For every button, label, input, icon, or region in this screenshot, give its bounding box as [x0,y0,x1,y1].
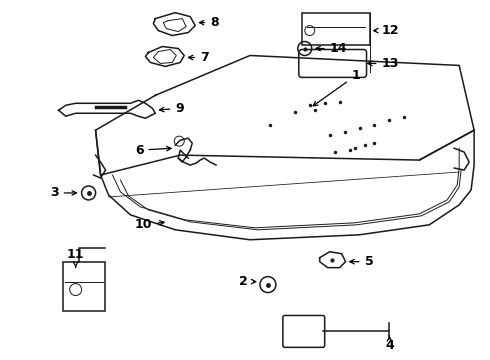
Text: 6: 6 [135,144,171,157]
Text: 11: 11 [67,248,84,267]
Text: 1: 1 [313,69,360,106]
Text: 8: 8 [199,16,219,29]
Text: 7: 7 [189,51,209,64]
Text: 4: 4 [385,336,394,352]
Text: 2: 2 [239,275,256,288]
Text: 5: 5 [350,255,373,268]
Text: 12: 12 [374,24,399,37]
Text: 9: 9 [160,102,184,115]
Text: 3: 3 [50,186,76,199]
Text: 13: 13 [368,57,399,70]
Text: 14: 14 [316,42,347,55]
Bar [63,262,104,311]
Bar [302,13,369,45]
Text: 10: 10 [135,218,164,231]
